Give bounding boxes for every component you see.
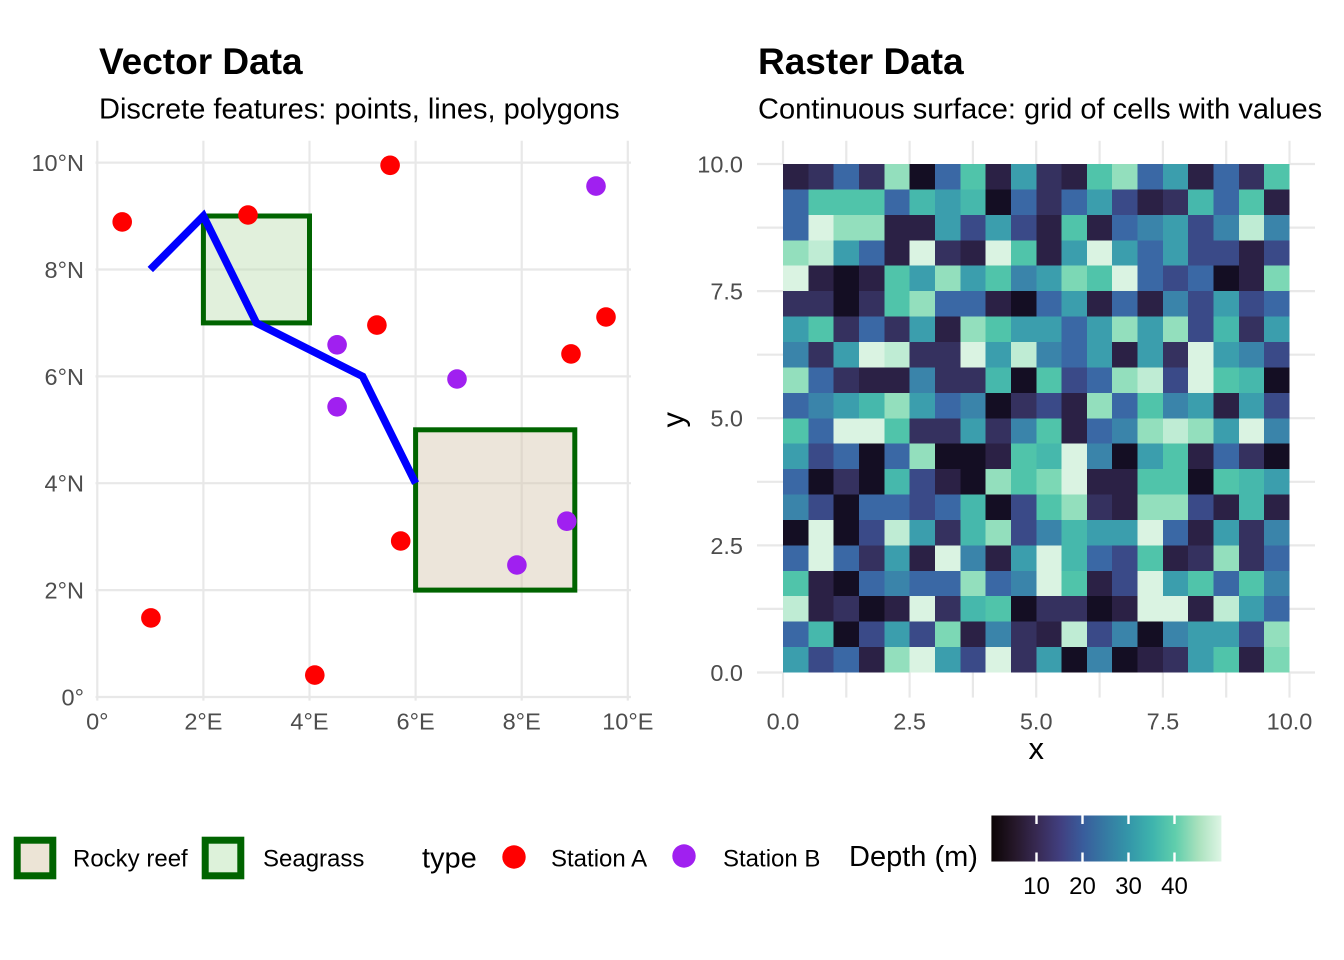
svg-text:8°E: 8°E <box>503 709 541 735</box>
svg-text:2°N: 2°N <box>45 578 84 604</box>
svg-text:y: y <box>656 412 691 428</box>
svg-text:7.5: 7.5 <box>1147 709 1180 735</box>
svg-text:20: 20 <box>1069 873 1096 900</box>
svg-text:5.0: 5.0 <box>710 406 743 432</box>
svg-text:Station A: Station A <box>551 846 647 873</box>
svg-text:2.5: 2.5 <box>710 533 743 559</box>
svg-text:7.5: 7.5 <box>710 279 743 305</box>
svg-text:8°N: 8°N <box>45 257 84 283</box>
svg-text:x: x <box>1028 731 1044 766</box>
svg-text:30: 30 <box>1115 873 1142 900</box>
svg-text:0.0: 0.0 <box>710 660 743 686</box>
svg-text:2.5: 2.5 <box>893 709 926 735</box>
svg-text:Station B: Station B <box>723 846 820 873</box>
svg-text:6°N: 6°N <box>45 364 84 390</box>
svg-text:10°N: 10°N <box>31 150 84 176</box>
svg-text:10: 10 <box>1023 873 1050 900</box>
svg-text:4°E: 4°E <box>290 709 328 735</box>
svg-text:2°E: 2°E <box>184 709 222 735</box>
svg-text:5.0: 5.0 <box>1020 709 1053 735</box>
svg-text:40: 40 <box>1161 873 1188 900</box>
svg-text:10°E: 10°E <box>602 709 653 735</box>
svg-text:type: type <box>422 843 477 875</box>
svg-text:Seagrass: Seagrass <box>263 846 364 873</box>
svg-text:Vector Data: Vector Data <box>99 41 303 82</box>
svg-text:Depth (m): Depth (m) <box>849 841 978 873</box>
svg-text:0°: 0° <box>62 684 84 710</box>
svg-text:0°: 0° <box>86 709 108 735</box>
svg-text:10.0: 10.0 <box>697 151 743 177</box>
svg-text:10.0: 10.0 <box>1267 709 1313 735</box>
svg-text:0.0: 0.0 <box>767 709 800 735</box>
svg-text:Raster Data: Raster Data <box>758 41 964 82</box>
svg-text:Discrete features: points, lin: Discrete features: points, lines, polygo… <box>99 94 620 126</box>
svg-text:Rocky reef: Rocky reef <box>73 846 188 873</box>
svg-text:Continuous surface: grid of ce: Continuous surface: grid of cells with v… <box>758 94 1322 126</box>
svg-text:4°N: 4°N <box>45 471 84 497</box>
svg-text:6°E: 6°E <box>397 709 435 735</box>
